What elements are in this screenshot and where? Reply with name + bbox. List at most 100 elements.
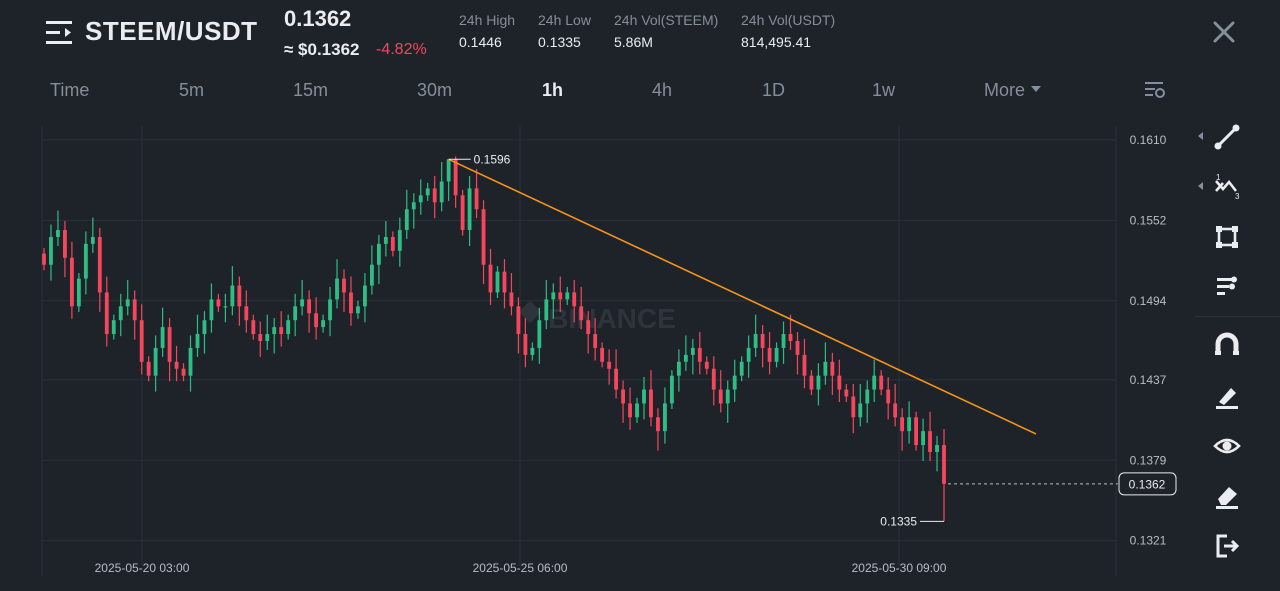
- stat-label: 24h High: [459, 12, 516, 28]
- chart-axes: 0.1610 0.1552 0.1494 0.1437 0.1379 0.1321 2025…: [95, 133, 1167, 575]
- tab-15m[interactable]: 15m: [293, 80, 329, 100]
- candle: [621, 389, 625, 404]
- tab-more[interactable]: More: [984, 80, 1042, 101]
- candle: [851, 396, 856, 418]
- expand-arrow-icon: [1198, 182, 1203, 190]
- candle: [725, 389, 730, 404]
- text-tool-icon[interactable]: [1213, 273, 1241, 301]
- candle: [865, 389, 870, 404]
- candle: [537, 320, 542, 348]
- candle: [530, 347, 535, 355]
- stat-label: 24h Vol(USDT): [741, 12, 836, 28]
- toolbar-divider: [1195, 316, 1280, 317]
- candle: [544, 299, 549, 321]
- candle: [202, 320, 207, 335]
- tab-1h[interactable]: 1h: [542, 80, 564, 100]
- candle: [907, 417, 912, 432]
- candle: [669, 375, 674, 404]
- candle: [195, 334, 200, 348]
- candle: [872, 375, 877, 390]
- candle: [614, 368, 619, 390]
- candle: [453, 159, 458, 196]
- candle: [718, 389, 723, 404]
- x-tick-label: 2025-05-30 09:00: [852, 561, 947, 575]
- tab-more-label: More: [984, 80, 1026, 100]
- brush-icon[interactable]: [1213, 382, 1241, 410]
- close-icon[interactable]: [1212, 20, 1236, 44]
- candle: [914, 417, 919, 446]
- last-price: 0.1362: [284, 6, 352, 31]
- shape-tool-icon[interactable]: [1213, 223, 1241, 251]
- tab-5m[interactable]: 5m: [179, 80, 205, 100]
- price-change: -4.82%: [376, 41, 427, 58]
- current-price-label: 0.1362: [1129, 477, 1166, 491]
- stat-label: 24h Low: [538, 12, 591, 28]
- tab-30m[interactable]: 30m: [417, 80, 453, 100]
- stat-24h-vol-steem: 24h Vol(STEEM) 5.86M: [614, 12, 718, 50]
- tab-4h[interactable]: 4h: [652, 80, 673, 100]
- candle: [753, 334, 758, 348]
- candle: [342, 278, 346, 293]
- candle: [551, 292, 556, 300]
- candle: [42, 253, 46, 265]
- candle: [879, 375, 884, 390]
- tab-1d[interactable]: 1D: [762, 80, 786, 100]
- candle: [600, 347, 605, 362]
- candle: [244, 306, 249, 321]
- watermark-text: BINANCE: [548, 303, 676, 334]
- candle: [335, 278, 339, 300]
- candle: [663, 403, 667, 432]
- candle: [404, 209, 409, 231]
- candle: [230, 285, 235, 307]
- candle: [76, 278, 81, 307]
- stat-value: 0.1446: [459, 34, 502, 50]
- candle: [467, 188, 472, 231]
- fiat-price: ≈ $0.1362: [284, 40, 360, 59]
- candle: [607, 361, 612, 369]
- tab-time[interactable]: Time: [50, 80, 90, 100]
- candle: [942, 445, 946, 484]
- watermark-logo-icon: [518, 300, 542, 324]
- menu-icon[interactable]: [46, 20, 74, 46]
- y-tick-label: 0.1610: [1130, 133, 1167, 147]
- y-tick-label: 0.1379: [1130, 453, 1167, 467]
- candle: [63, 230, 67, 258]
- candle: [858, 403, 863, 418]
- candle: [788, 334, 793, 341]
- exit-icon[interactable]: [1213, 532, 1241, 560]
- candle: [516, 306, 521, 335]
- candle: [928, 431, 932, 452]
- candle: [363, 285, 367, 307]
- x-tick-label: 2025-05-25 06:00: [473, 561, 568, 575]
- tab-1w[interactable]: 1w: [872, 80, 896, 100]
- candle: [174, 361, 179, 369]
- candle: [572, 292, 577, 307]
- candle: [376, 243, 381, 265]
- candle: [481, 209, 486, 265]
- pair-title[interactable]: STEEM/USDT: [85, 16, 258, 46]
- y-tick-label: 0.1437: [1130, 373, 1167, 387]
- candle: [90, 236, 95, 244]
- candle: [97, 236, 102, 293]
- candle: [579, 306, 584, 321]
- header: STEEM/USDT 0.1362 ≈ $0.1362 -4.82% 24h H…: [0, 0, 1280, 72]
- line-tool-icon[interactable]: [1213, 123, 1241, 151]
- binance-watermark: BINANCE: [518, 300, 676, 334]
- candle: [893, 403, 898, 418]
- candle: [781, 334, 786, 348]
- expand-arrow-icon: [1198, 132, 1203, 140]
- candle: [153, 347, 158, 376]
- candle: [279, 327, 284, 335]
- magnet-icon[interactable]: [1213, 330, 1241, 358]
- eraser-icon[interactable]: [1213, 482, 1241, 510]
- candle: [425, 188, 430, 196]
- chart-settings-icon[interactable]: [1144, 80, 1166, 100]
- candle: [774, 347, 779, 362]
- candle: [704, 361, 709, 369]
- candle: [809, 375, 814, 390]
- eye-icon[interactable]: [1213, 432, 1241, 460]
- candle: [160, 327, 165, 348]
- timeframe-tabs: Time 5m 15m 30m 1h 4h 1D 1w More: [0, 72, 1180, 108]
